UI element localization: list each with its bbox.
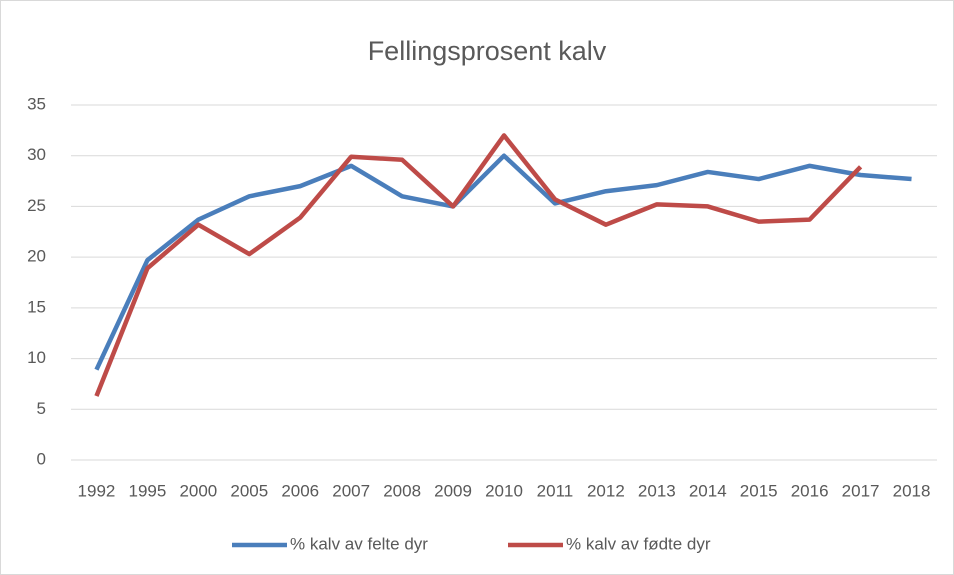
x-tick-label: 2013 [638, 481, 676, 500]
y-tick-label: 25 [27, 196, 46, 215]
y-tick-label: 5 [37, 399, 46, 418]
x-tick-label: 2016 [791, 481, 829, 500]
x-tick-label: 2007 [332, 481, 370, 500]
x-tick-label: 2006 [281, 481, 319, 500]
x-tick-label: 2009 [434, 481, 472, 500]
chart-title: Fellingsprosent kalv [368, 36, 607, 66]
x-tick-label: 2017 [842, 481, 880, 500]
legend-label: % kalv av fødte dyr [566, 534, 711, 553]
y-tick-label: 30 [27, 145, 46, 164]
y-tick-label: 20 [27, 247, 46, 266]
x-tick-label: 2014 [689, 481, 727, 500]
x-tick-label: 2015 [740, 481, 778, 500]
x-tick-label: 1995 [128, 481, 166, 500]
legend-label: % kalv av felte dyr [290, 534, 428, 553]
x-tick-label: 1992 [78, 481, 116, 500]
x-tick-label: 2011 [537, 481, 574, 500]
x-tick-label: 2012 [587, 481, 625, 500]
line-series [94, 133, 863, 397]
x-tick-label: 2018 [893, 481, 931, 500]
y-tick-label: 35 [27, 94, 46, 113]
y-tick-label: 15 [27, 297, 46, 316]
x-tick-label: 2008 [383, 481, 421, 500]
x-tick-label: 2000 [179, 481, 217, 500]
x-tick-label: 2005 [230, 481, 268, 500]
x-tick-label: 2010 [485, 481, 523, 500]
line-series [94, 153, 912, 371]
y-tick-label: 10 [27, 348, 46, 367]
y-tick-label: 0 [37, 449, 46, 468]
